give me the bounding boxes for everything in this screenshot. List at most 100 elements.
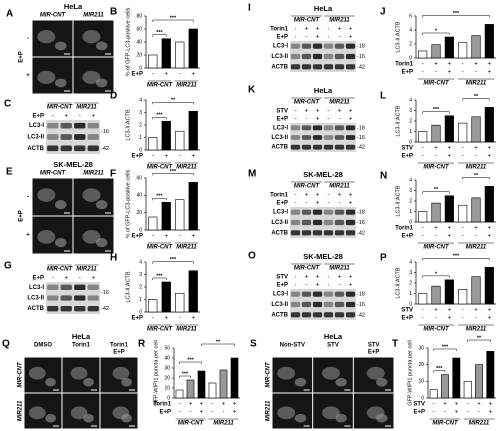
- band: [60, 306, 72, 312]
- treatment-sign: -: [444, 410, 446, 416]
- treatment-sign: -: [212, 410, 214, 416]
- treatment-label: E+P: [131, 72, 143, 78]
- y-tick-label: 0: [409, 301, 412, 307]
- column-label: Torin1: [72, 343, 91, 349]
- bar: [188, 270, 198, 313]
- band: [334, 144, 345, 150]
- band: [301, 219, 312, 226]
- y-tick-label: 40: [136, 39, 142, 45]
- cell: [37, 70, 56, 85]
- sig-label: *: [435, 28, 438, 34]
- y-axis-label: LC3-II:ACTB: [125, 109, 131, 141]
- sig-bracket: [422, 32, 450, 35]
- treatment-sign: -: [295, 117, 297, 123]
- treatment-sign: +: [434, 308, 438, 314]
- mw-marker: -18: [357, 210, 365, 216]
- treatment-sign: +: [474, 308, 478, 314]
- band: [60, 284, 72, 290]
- treatment-sign: +: [338, 27, 342, 33]
- cell: [335, 413, 347, 423]
- cell: [294, 413, 307, 423]
- group-label: MIR-CNT: [294, 266, 321, 272]
- y-tick-label: 20: [164, 375, 170, 381]
- cell: [83, 377, 94, 387]
- group-label: MIR-CNT: [432, 421, 459, 427]
- column-label: MIR-CNT: [40, 13, 67, 19]
- treatment-sign: +: [474, 146, 478, 152]
- sig-bracket: [152, 198, 167, 201]
- treatment-sign: +: [349, 27, 353, 33]
- cell: [277, 406, 296, 420]
- treatment-sign: +: [316, 275, 320, 281]
- sig-bracket: [433, 348, 457, 351]
- sig-bracket: [462, 177, 490, 180]
- sig-bracket: [179, 375, 191, 378]
- treatment-label: Torin1: [270, 27, 289, 33]
- sig-label: ***: [156, 113, 163, 119]
- treatment-sign: +: [305, 275, 309, 281]
- row-label: MIR-CNT: [18, 361, 24, 388]
- cell: [294, 377, 307, 387]
- mw-marker: -16: [101, 129, 109, 135]
- bar: [175, 130, 185, 151]
- column-label: Non-STV: [280, 343, 305, 349]
- treatment-sign: -: [306, 201, 308, 207]
- y-tick-label: 20: [136, 52, 142, 58]
- bar: [208, 382, 217, 399]
- treatment-sign: +: [316, 117, 320, 123]
- group-label: MIR211: [76, 267, 97, 273]
- y-axis-label: GFP-WIPI1 puncta per cell: [407, 340, 413, 405]
- sig-bracket: [422, 275, 450, 278]
- cell: [376, 377, 388, 387]
- treatment-label: STV: [401, 308, 413, 314]
- band: [334, 219, 345, 226]
- mw-marker: -18: [357, 292, 365, 298]
- treatment-sign: -: [328, 275, 330, 281]
- cell: [322, 406, 340, 420]
- treatment-sign: -: [328, 117, 330, 123]
- band: [323, 144, 334, 150]
- group-label: MIR-CNT: [423, 245, 450, 251]
- y-tick-label: 3: [139, 110, 142, 116]
- band: [323, 291, 334, 297]
- row-label: +: [26, 233, 30, 239]
- treatment-sign: +: [164, 316, 168, 322]
- y-tick-label: 2: [409, 280, 412, 286]
- row-label: MIR211: [18, 400, 24, 421]
- y-tick-label: 10: [164, 385, 170, 391]
- treatment-label: Torin1: [395, 62, 414, 68]
- bar: [219, 369, 228, 399]
- band-label: ACTB: [271, 312, 288, 318]
- sig-label: ***: [182, 371, 189, 377]
- cell: [45, 377, 56, 387]
- mw-marker: -16: [357, 135, 365, 141]
- band: [345, 64, 356, 70]
- band: [334, 230, 345, 236]
- y-tick-label: 60: [136, 26, 142, 32]
- band: [290, 135, 301, 140]
- band: [60, 295, 72, 301]
- band-label: LC3-I: [273, 210, 288, 216]
- treatment-sign: -: [478, 410, 480, 416]
- band: [345, 135, 356, 140]
- panel-letter: H: [110, 253, 117, 264]
- band: [74, 134, 86, 140]
- cell: [54, 41, 67, 51]
- column-label: E+P: [113, 350, 125, 356]
- panel-letter: O: [248, 251, 256, 262]
- band-label: LC3-I: [29, 123, 44, 129]
- treatment-sign: +: [489, 402, 493, 408]
- band: [345, 53, 356, 60]
- treatment-sign: -: [422, 316, 424, 322]
- band: [345, 301, 356, 308]
- treatment-sign: +: [338, 193, 342, 199]
- group-label: MIR-CNT: [178, 421, 205, 427]
- treatment-label: STV: [276, 109, 288, 115]
- sig-label: **: [171, 98, 176, 104]
- treatment-sign: +: [434, 226, 438, 232]
- y-tick-label: 0: [409, 219, 412, 225]
- treatment-label: E+P: [131, 154, 143, 160]
- cell: [322, 366, 340, 380]
- y-tick-label: 3: [409, 188, 412, 194]
- band: [60, 122, 72, 129]
